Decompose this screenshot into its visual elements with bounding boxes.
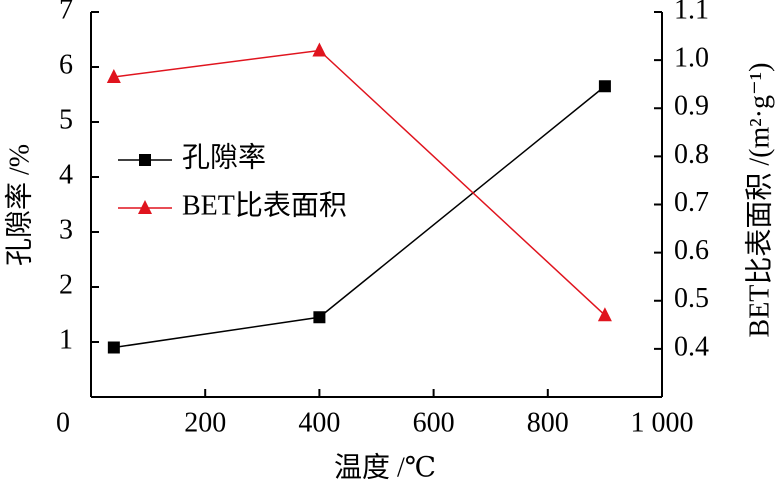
y2-tick-label: 0.6 bbox=[674, 235, 709, 266]
marker bbox=[107, 341, 120, 354]
marker bbox=[313, 311, 326, 324]
x-tick-label: 600 bbox=[413, 407, 455, 438]
marker bbox=[138, 200, 152, 214]
y2-axis-title: BET比表面积 /(m²·g⁻¹) bbox=[743, 63, 775, 338]
marker bbox=[106, 68, 121, 83]
y-tick-label: 5 bbox=[59, 104, 73, 135]
y2-tick-label: 0.7 bbox=[674, 187, 709, 218]
marker bbox=[312, 42, 327, 57]
marker bbox=[598, 80, 611, 93]
y-tick-label: 4 bbox=[59, 159, 73, 190]
x-tick-label: 800 bbox=[527, 407, 569, 438]
y-tick-label: 2 bbox=[59, 269, 73, 300]
y-tick-label: 1 bbox=[59, 324, 73, 355]
y-tick-label: 3 bbox=[59, 214, 73, 245]
y2-tick-label: 0.5 bbox=[674, 283, 709, 314]
y-tick-label: 6 bbox=[59, 49, 73, 80]
legend-label: BET比表面积 bbox=[182, 189, 347, 221]
marker bbox=[597, 307, 612, 322]
x-tick-label: 1 000 bbox=[631, 407, 694, 438]
x-axis-title: 温度 /℃ bbox=[334, 451, 436, 483]
y-tick-label: 7 bbox=[59, 0, 73, 25]
x-tick-label: 200 bbox=[184, 407, 226, 438]
y2-tick-label: 0.4 bbox=[674, 331, 709, 362]
y2-tick-label: 0.9 bbox=[674, 91, 709, 122]
series-line bbox=[113, 49, 606, 316]
x-tick-label: 400 bbox=[298, 407, 340, 438]
y2-tick-label: 1.1 bbox=[674, 0, 709, 25]
x-tick-label: 0 bbox=[56, 407, 70, 438]
marker bbox=[139, 154, 151, 166]
y2-tick-label: 1.0 bbox=[674, 43, 709, 74]
y2-tick-label: 0.8 bbox=[674, 139, 709, 170]
y-axis-title: 孔隙率 /% bbox=[3, 144, 35, 266]
legend-label: 孔隙率 bbox=[182, 141, 266, 173]
